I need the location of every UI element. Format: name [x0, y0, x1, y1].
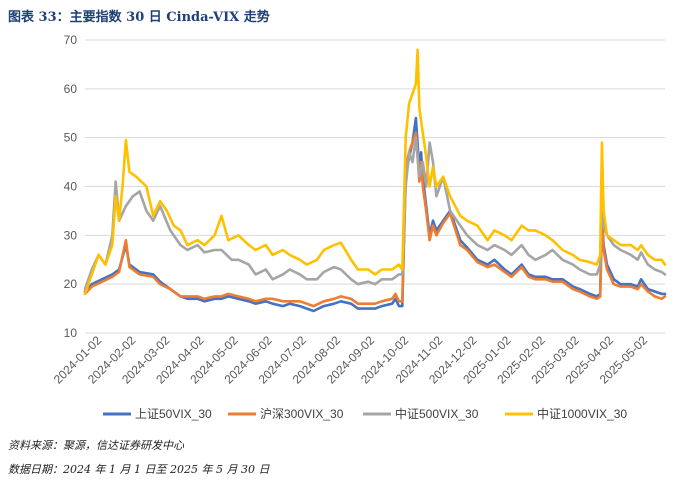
y-tick-label: 60: [64, 82, 78, 96]
legend-label: 中证500VIX_30: [395, 406, 479, 421]
chart-title: 图表 33：主要指数 30 日 Cinda-VIX 走势: [8, 10, 270, 25]
y-axis: 10 20 30 40 50 60 70: [64, 33, 78, 340]
y-tick-label: 10: [64, 326, 78, 340]
series-line-2: [83, 136, 667, 291]
chart-area: 10 20 30 40 50 60 70 2024-01-022024-02-022024-…: [51, 33, 667, 421]
legend-label: 上证50VIX_30: [135, 407, 212, 421]
source-note: 资料来源：聚源，信达证券研发中心: [8, 439, 184, 452]
y-tick-label: 20: [64, 277, 78, 291]
legend: 上证50VIX_30 沪深300VIX_30 中证500VIX_30 中证1000VI…: [103, 406, 627, 421]
series-line-0: [83, 116, 667, 313]
legend-label: 沪深300VIX_30: [260, 407, 344, 421]
x-axis: 2024-01-022024-02-022024-03-022024-04-02…: [51, 333, 650, 387]
plot-lines: [83, 48, 667, 313]
y-tick-label: 30: [64, 228, 78, 242]
y-tick-label: 70: [64, 33, 78, 47]
y-tick-label: 50: [64, 131, 78, 145]
date-note: 数据日期：2024 年 1 月 1 日至 2025 年 5 月 30 日: [8, 463, 270, 476]
legend-label: 中证1000VIX_30: [537, 406, 627, 421]
series-line-3: [83, 48, 667, 296]
y-tick-label: 40: [64, 180, 78, 194]
